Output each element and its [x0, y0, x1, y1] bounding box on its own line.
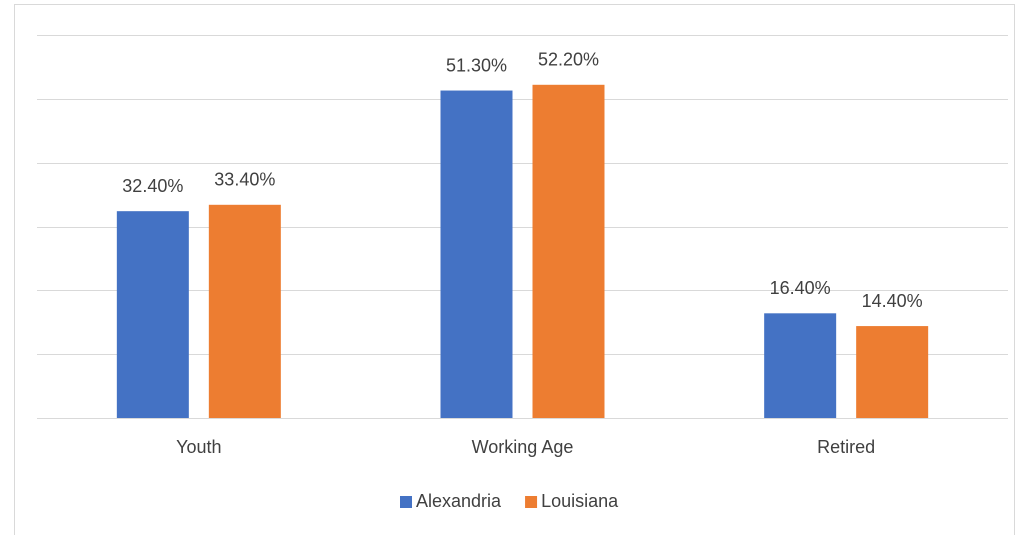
bar	[532, 84, 605, 418]
data-label: 51.30%	[446, 55, 507, 75]
data-label: 32.40%	[122, 176, 183, 196]
data-label: 16.40%	[770, 278, 831, 298]
legend-label: Alexandria	[416, 491, 502, 511]
bar	[440, 90, 513, 418]
data-label: 33.40%	[214, 170, 275, 190]
legend-swatch	[525, 496, 538, 508]
bar	[116, 211, 189, 418]
legend-label: Louisiana	[541, 491, 619, 511]
bar	[208, 204, 281, 418]
x-tick-label: Retired	[817, 437, 875, 457]
bar	[856, 326, 929, 418]
x-tick-label: Youth	[176, 437, 221, 457]
legend-swatch	[400, 496, 412, 508]
data-label: 52.20%	[538, 50, 599, 70]
data-label: 14.40%	[862, 291, 923, 311]
bar	[764, 313, 837, 418]
x-tick-label: Working Age	[472, 437, 574, 457]
